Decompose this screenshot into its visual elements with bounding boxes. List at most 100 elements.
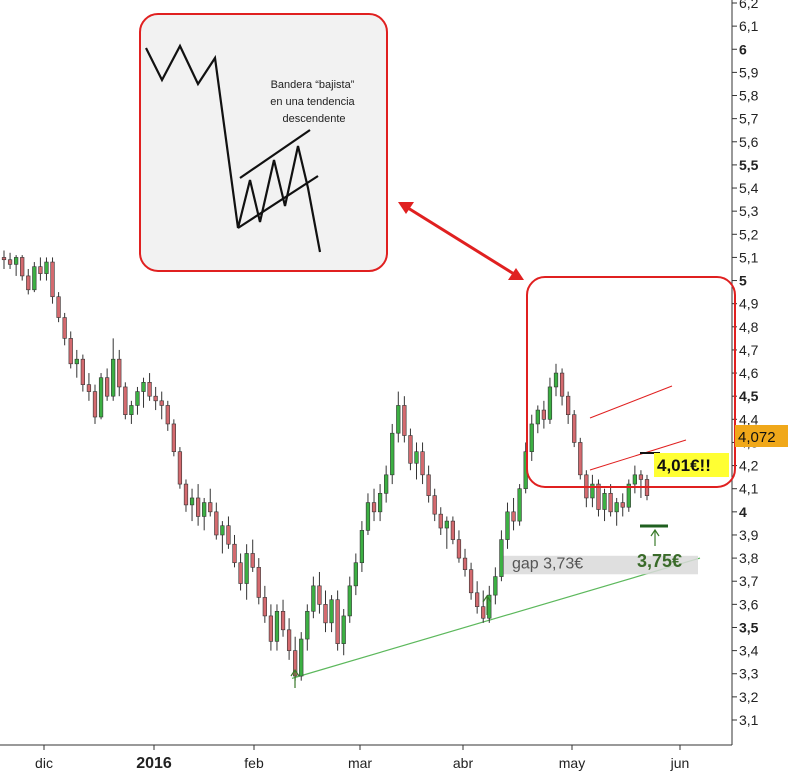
candle-down — [159, 400, 164, 406]
candle-down — [68, 338, 73, 365]
candle-up — [202, 502, 207, 517]
candle-down — [183, 483, 189, 506]
candle-down — [438, 513, 443, 529]
arrow-feb-low — [290, 668, 300, 688]
candle-up — [365, 502, 371, 531]
x-tick-label: abr — [453, 755, 474, 771]
y-tick-label: 5,3 — [739, 203, 759, 219]
candle-up — [305, 610, 310, 640]
y-tick-label: 3,7 — [739, 573, 759, 589]
candle-up — [299, 638, 304, 677]
candle-down — [402, 405, 407, 436]
y-tick-label: 4,5 — [739, 388, 759, 404]
arrow-apr-low — [482, 594, 492, 615]
candle-down — [426, 474, 431, 496]
candle-up — [493, 576, 498, 596]
y-tick-label: 3,9 — [739, 527, 759, 543]
candle-down — [62, 317, 67, 339]
candle-down — [335, 599, 340, 644]
candle-up — [32, 266, 37, 291]
candle-down — [232, 543, 237, 564]
y-tick-label: 5,1 — [739, 249, 759, 265]
y-tick-label: 3,6 — [739, 596, 759, 612]
candle-up — [390, 432, 395, 476]
candle-down — [86, 384, 92, 392]
y-tick-label: 5,4 — [739, 180, 759, 196]
flag-level-callout: 4,01€!! — [657, 456, 711, 475]
candle-down — [317, 585, 322, 605]
candle-down — [481, 606, 486, 619]
flag-lower-line — [589, 439, 687, 471]
candle-up — [274, 610, 280, 642]
candle-down — [153, 395, 158, 402]
candle-down — [7, 259, 13, 265]
y-tick-label: 4,1 — [739, 481, 759, 497]
candle-down — [123, 386, 128, 415]
candle-up — [244, 553, 249, 584]
candle-down — [195, 497, 201, 517]
candle-up — [547, 386, 553, 420]
candle-up — [189, 497, 195, 506]
candle-up — [499, 539, 504, 577]
candle-up — [377, 493, 383, 513]
candle-down — [262, 597, 267, 617]
y-tick-label: 5,5 — [739, 157, 759, 173]
candle-up — [341, 615, 346, 644]
flag-highlight-box — [526, 276, 736, 488]
candle-up — [614, 502, 619, 513]
x-tick-label: jun — [670, 755, 690, 771]
candle-down — [56, 296, 61, 318]
connector-arrow — [398, 202, 524, 280]
candle-up — [602, 493, 607, 510]
candle-down — [620, 502, 625, 508]
candle-up — [329, 599, 334, 624]
flag-upper-line — [589, 385, 673, 419]
candle-up — [359, 530, 365, 564]
y-tick-label: 3,5 — [739, 619, 759, 635]
y-tick-label: 3,1 — [739, 712, 759, 728]
candle-down — [80, 358, 85, 385]
y-tick-label: 6,1 — [739, 18, 759, 34]
candle-down — [596, 483, 601, 510]
y-tick-label: 4,8 — [739, 319, 759, 335]
candle-down — [50, 261, 55, 298]
candle-up — [347, 585, 352, 617]
y-tick-label: 4 — [739, 504, 747, 520]
x-tick-label: feb — [244, 755, 264, 771]
x-axis-ticks: dic 2016 feb mar abr may jun — [35, 745, 689, 772]
candle-down — [214, 511, 219, 536]
x-tick-label: dic — [35, 755, 53, 771]
candle-down — [420, 451, 425, 476]
candle-up — [414, 451, 419, 464]
candle-down — [559, 372, 565, 397]
candle-down — [226, 525, 231, 545]
inset-flag-upper — [239, 129, 311, 179]
x-tick-label: may — [559, 755, 585, 771]
y-tick-label: 4,7 — [739, 342, 759, 358]
y-tick-label: 5,9 — [739, 64, 759, 80]
candle-down — [38, 266, 43, 274]
candle-up — [14, 257, 19, 265]
candle-down — [20, 257, 25, 277]
candle-down — [462, 557, 468, 570]
candle-up — [74, 358, 79, 365]
candle-down — [92, 391, 98, 418]
candle-down — [208, 502, 213, 513]
candle-up — [353, 562, 358, 587]
y-tick-label: 3,4 — [739, 643, 759, 659]
candle-down — [250, 553, 255, 568]
candle-down — [26, 275, 31, 291]
candle-up — [129, 405, 134, 415]
candle-up — [384, 474, 389, 494]
y-tick-label: 5,7 — [739, 111, 759, 127]
inset-flag-lower — [237, 175, 319, 229]
candle-down — [475, 592, 480, 607]
inset-downtrend-path — [145, 43, 322, 253]
inset-caption-line-1: Bandera “bajista” — [271, 79, 355, 91]
candle-down — [256, 567, 261, 598]
y-tick-label: 6,2 — [739, 0, 759, 11]
candle-down — [165, 405, 170, 425]
candle-down — [432, 495, 437, 515]
candle-down — [323, 604, 328, 624]
